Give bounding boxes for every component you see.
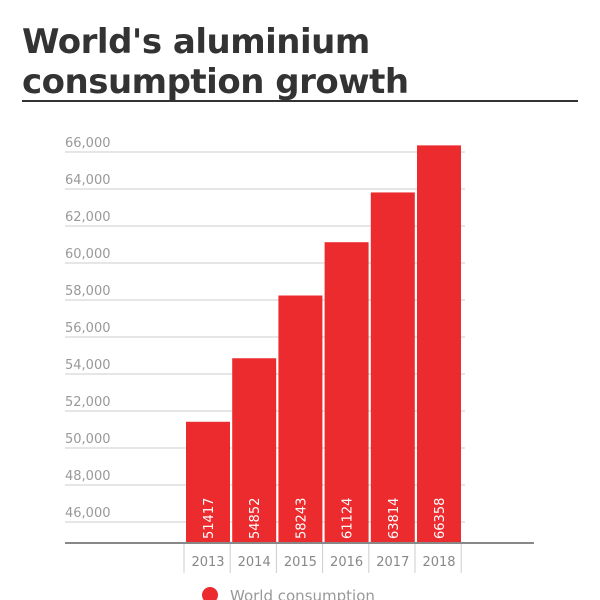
x-tick-label: 2016 bbox=[330, 555, 363, 570]
x-tick-label: 2017 bbox=[376, 555, 409, 570]
x-tick-label: 2018 bbox=[422, 555, 455, 570]
data-label: 54852 bbox=[248, 498, 263, 539]
bar-2015 bbox=[278, 295, 323, 543]
legend-label: World consumption bbox=[230, 587, 375, 600]
y-tick-label: 54,000 bbox=[65, 358, 111, 373]
data-label: 66358 bbox=[433, 498, 448, 539]
bar-2016 bbox=[324, 242, 369, 543]
y-tick-label: 60,000 bbox=[65, 247, 111, 262]
y-tick-label: 66,000 bbox=[65, 136, 111, 151]
y-tick-label: 56,000 bbox=[65, 321, 111, 336]
bar-2018 bbox=[417, 145, 461, 543]
bar-2014 bbox=[232, 358, 277, 543]
chart-title: World's aluminium consumption growth bbox=[22, 22, 578, 102]
y-tick-label: 50,000 bbox=[65, 432, 111, 447]
x-tick-label: 2014 bbox=[238, 555, 271, 570]
data-label: 58243 bbox=[294, 498, 309, 539]
y-tick-label: 64,000 bbox=[65, 173, 111, 188]
data-label: 61124 bbox=[341, 498, 356, 539]
bar-2017 bbox=[370, 192, 415, 544]
data-label: 51417 bbox=[202, 498, 217, 539]
y-tick-label: 58,000 bbox=[65, 284, 111, 299]
y-tick-label: 48,000 bbox=[65, 469, 111, 484]
x-tick-label: 2015 bbox=[284, 555, 317, 570]
x-tick-label: 2013 bbox=[191, 555, 224, 570]
y-tick-label: 62,000 bbox=[65, 210, 111, 225]
y-tick-label: 52,000 bbox=[65, 395, 111, 410]
data-label: 63814 bbox=[387, 498, 402, 539]
legend-marker bbox=[202, 587, 218, 600]
y-tick-label: 46,000 bbox=[65, 506, 111, 521]
bar-2013 bbox=[186, 421, 230, 543]
